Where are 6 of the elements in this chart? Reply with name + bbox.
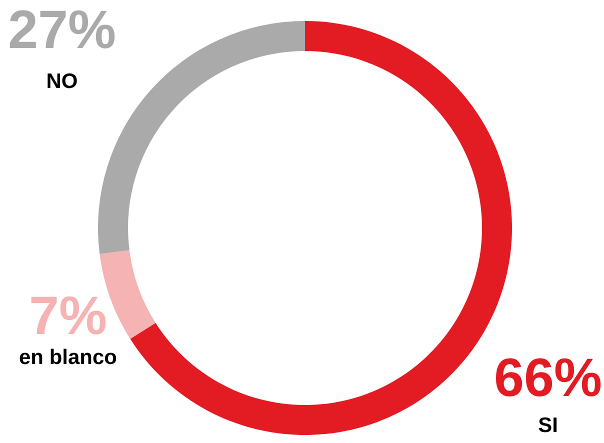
- data-label: 7%: [28, 286, 108, 346]
- data-label: 66%: [494, 348, 602, 408]
- data-label: 27%: [8, 0, 116, 60]
- slice-label: SI: [538, 414, 558, 437]
- slice-label: NO: [46, 70, 78, 93]
- slice-label: en blanco: [18, 346, 118, 369]
